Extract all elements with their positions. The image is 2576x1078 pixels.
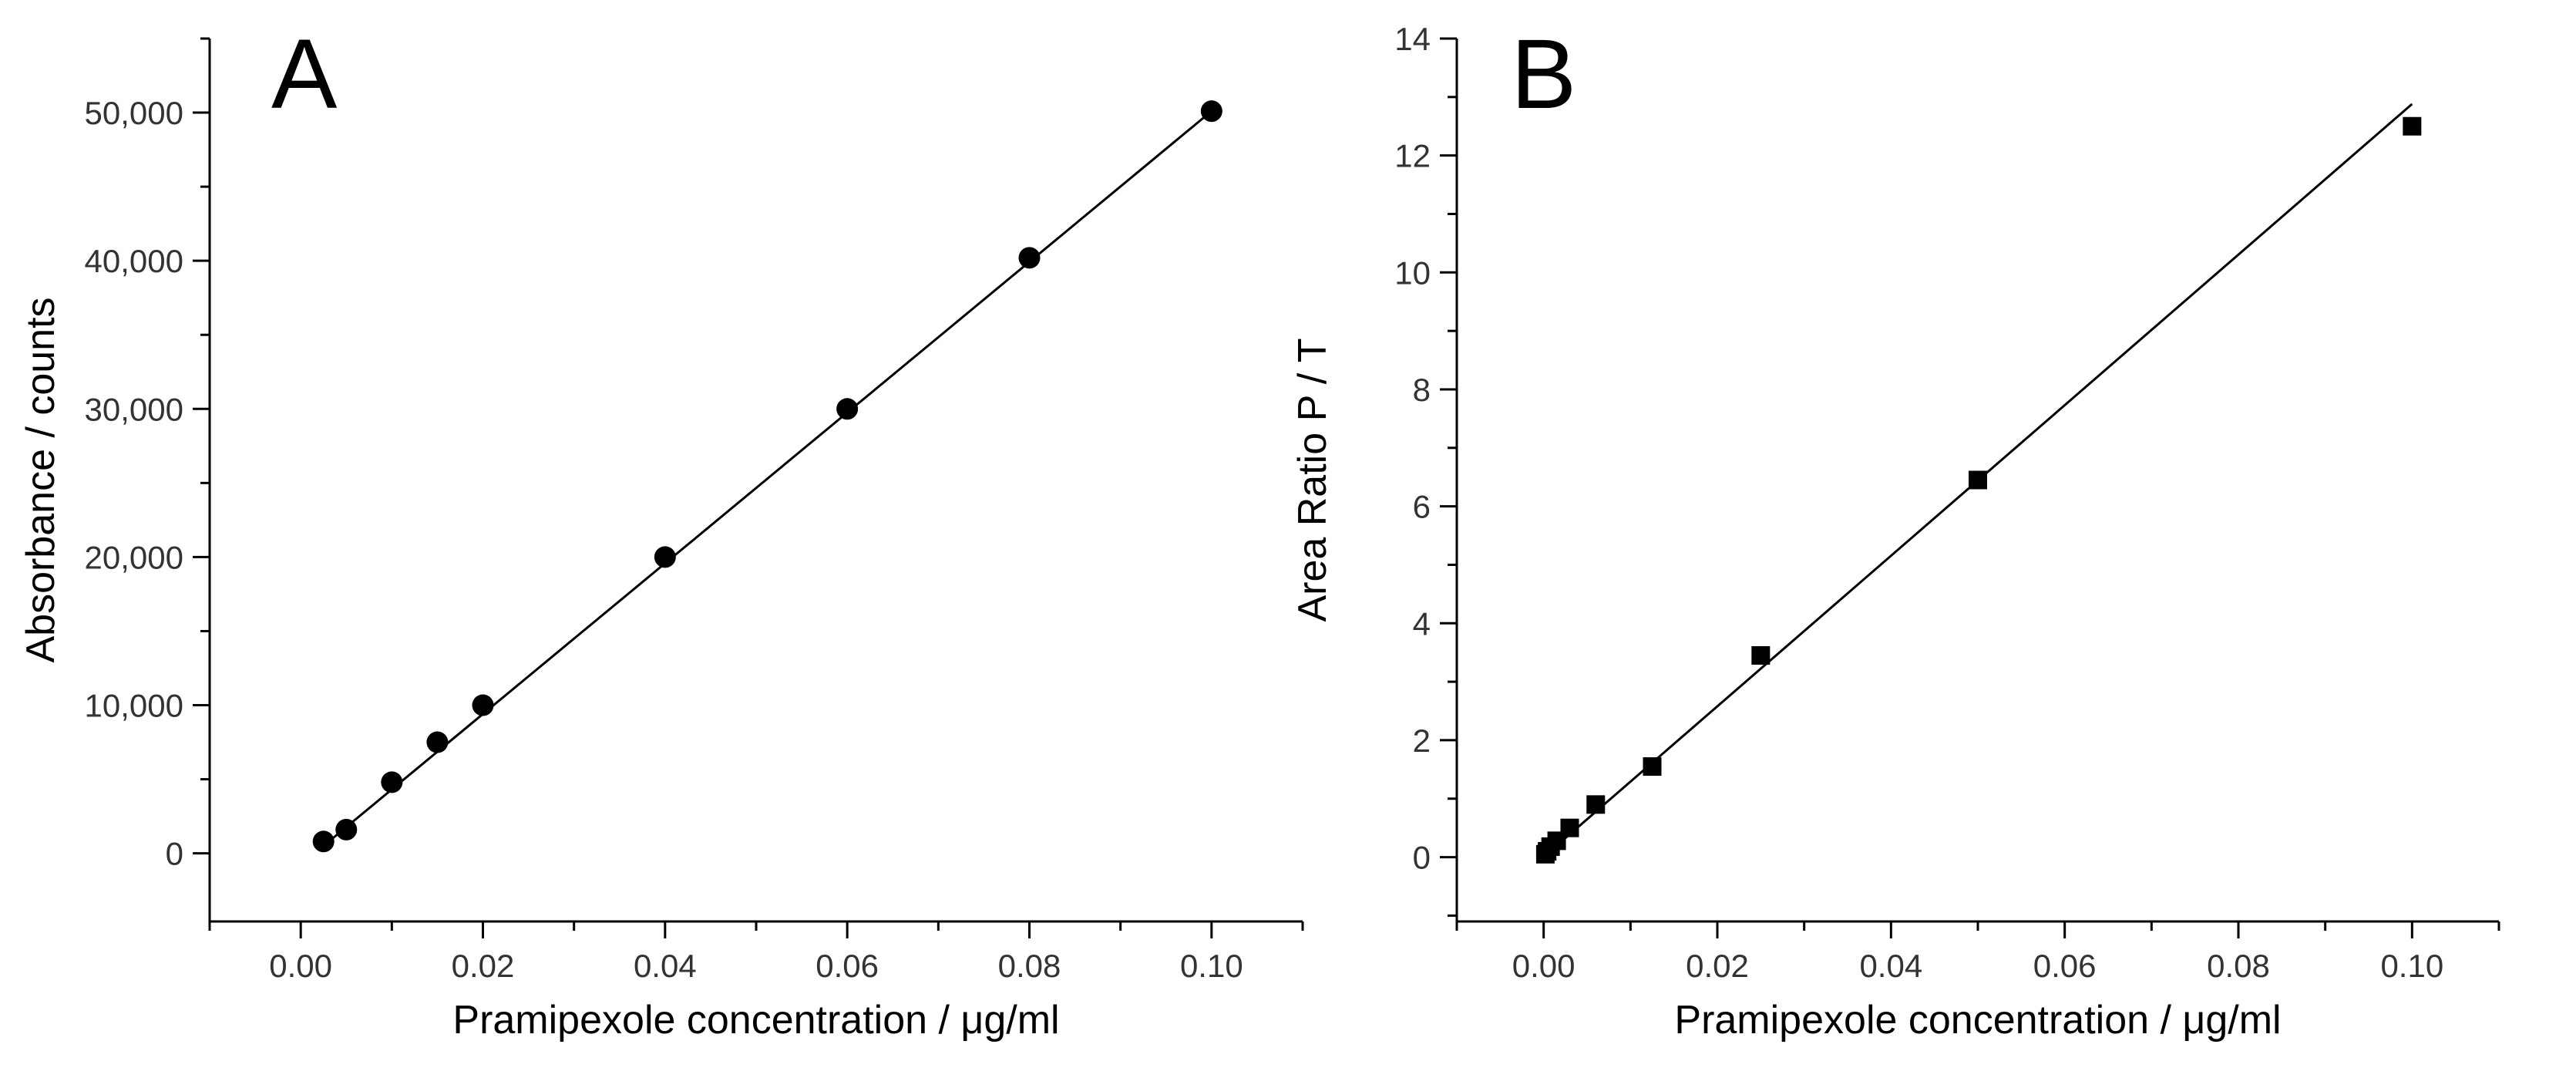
panel-b-x-tick-label: 0.04 [1859, 948, 1922, 984]
panel-b-y-tick-label: 14 [1394, 21, 1431, 57]
panel-b-y-tick-label: 0 [1413, 840, 1431, 876]
panel-a-fit-line [322, 109, 1212, 847]
panel-a-x-tick-label: 0.02 [452, 948, 515, 984]
panel-b-x-tick-label: 0.00 [1512, 948, 1576, 984]
panel-a-y-tick-label: 50,000 [85, 95, 183, 131]
panel-a-x-axis-label: Pramipexole concentration / μg/ml [452, 998, 1059, 1043]
panel-b-data-point [1643, 757, 1662, 776]
panel-b-data-point [2403, 116, 2422, 136]
panel-b-y-tick-label: 12 [1394, 138, 1431, 174]
panel-a-data-point [1018, 247, 1041, 269]
panel-b-y-axis-label: Area Ratio P / T [1290, 338, 1335, 622]
panel-a-y-tick-label: 40,000 [85, 243, 183, 279]
panel-a-y-axis-label: Absorbance / counts [18, 297, 63, 662]
panel-a-x-tick-label: 0.00 [269, 948, 332, 984]
panel-b-y-tick-label: 6 [1413, 489, 1431, 525]
panel-a-data-point [335, 818, 358, 841]
panel-a-data-point [426, 731, 449, 753]
panel-b-letter: B [1511, 19, 1576, 130]
panel-b-data-point [1560, 818, 1579, 837]
panel-b-data-point [1586, 795, 1606, 814]
panel-b-x-tick-label: 0.10 [2380, 948, 2443, 984]
panel-a-data-point [381, 771, 403, 793]
panel-a-letter: A [271, 19, 338, 130]
panel-b-x-tick-label: 0.08 [2207, 948, 2270, 984]
panel-a-y-tick-label: 20,000 [85, 539, 183, 575]
panel-a-x-tick-label: 0.10 [1180, 948, 1243, 984]
panel-a-x-tick-label: 0.04 [634, 948, 697, 984]
panel-b-x-axis-label: Pramipexole concentration / μg/ml [1674, 998, 2281, 1043]
panel-b-data-point [1751, 645, 1771, 665]
panel-a-data-point [472, 694, 494, 716]
panel-a-y-tick-label: 30,000 [85, 391, 183, 427]
panel-a-x-tick-label: 0.08 [998, 948, 1061, 984]
panel-b-y-tick-label: 4 [1413, 605, 1431, 642]
panel-a-data-point [312, 830, 335, 853]
panel-b: 0.00 0.02 0.04 0.06 0.08 0.10 0 2 4 6 8 10 12 14 B Pram… [1290, 19, 2500, 1043]
panel-b-x-tick-label: 0.06 [2033, 948, 2097, 984]
panel-a-data-point [1200, 100, 1222, 123]
panel-a-data-point [836, 398, 859, 420]
panel-a-x-tick-label: 0.06 [816, 948, 879, 984]
panel-a: 0.00 0.02 0.04 0.06 0.08 0.10 0 10,000 20,000 30,… [18, 19, 1304, 1043]
panel-a-y-tick-label: 0 [166, 836, 183, 872]
panel-b-y-tick-label: 8 [1413, 372, 1431, 408]
panel-b-y-tick-label: 2 [1413, 723, 1431, 759]
panel-a-data-point [654, 546, 676, 568]
panel-a-y-tick-label: 10,000 [85, 688, 183, 724]
panel-b-y-tick-label: 10 [1394, 254, 1431, 291]
panel-b-data-point [1969, 470, 1987, 490]
panel-b-x-tick-label: 0.02 [1686, 948, 1749, 984]
